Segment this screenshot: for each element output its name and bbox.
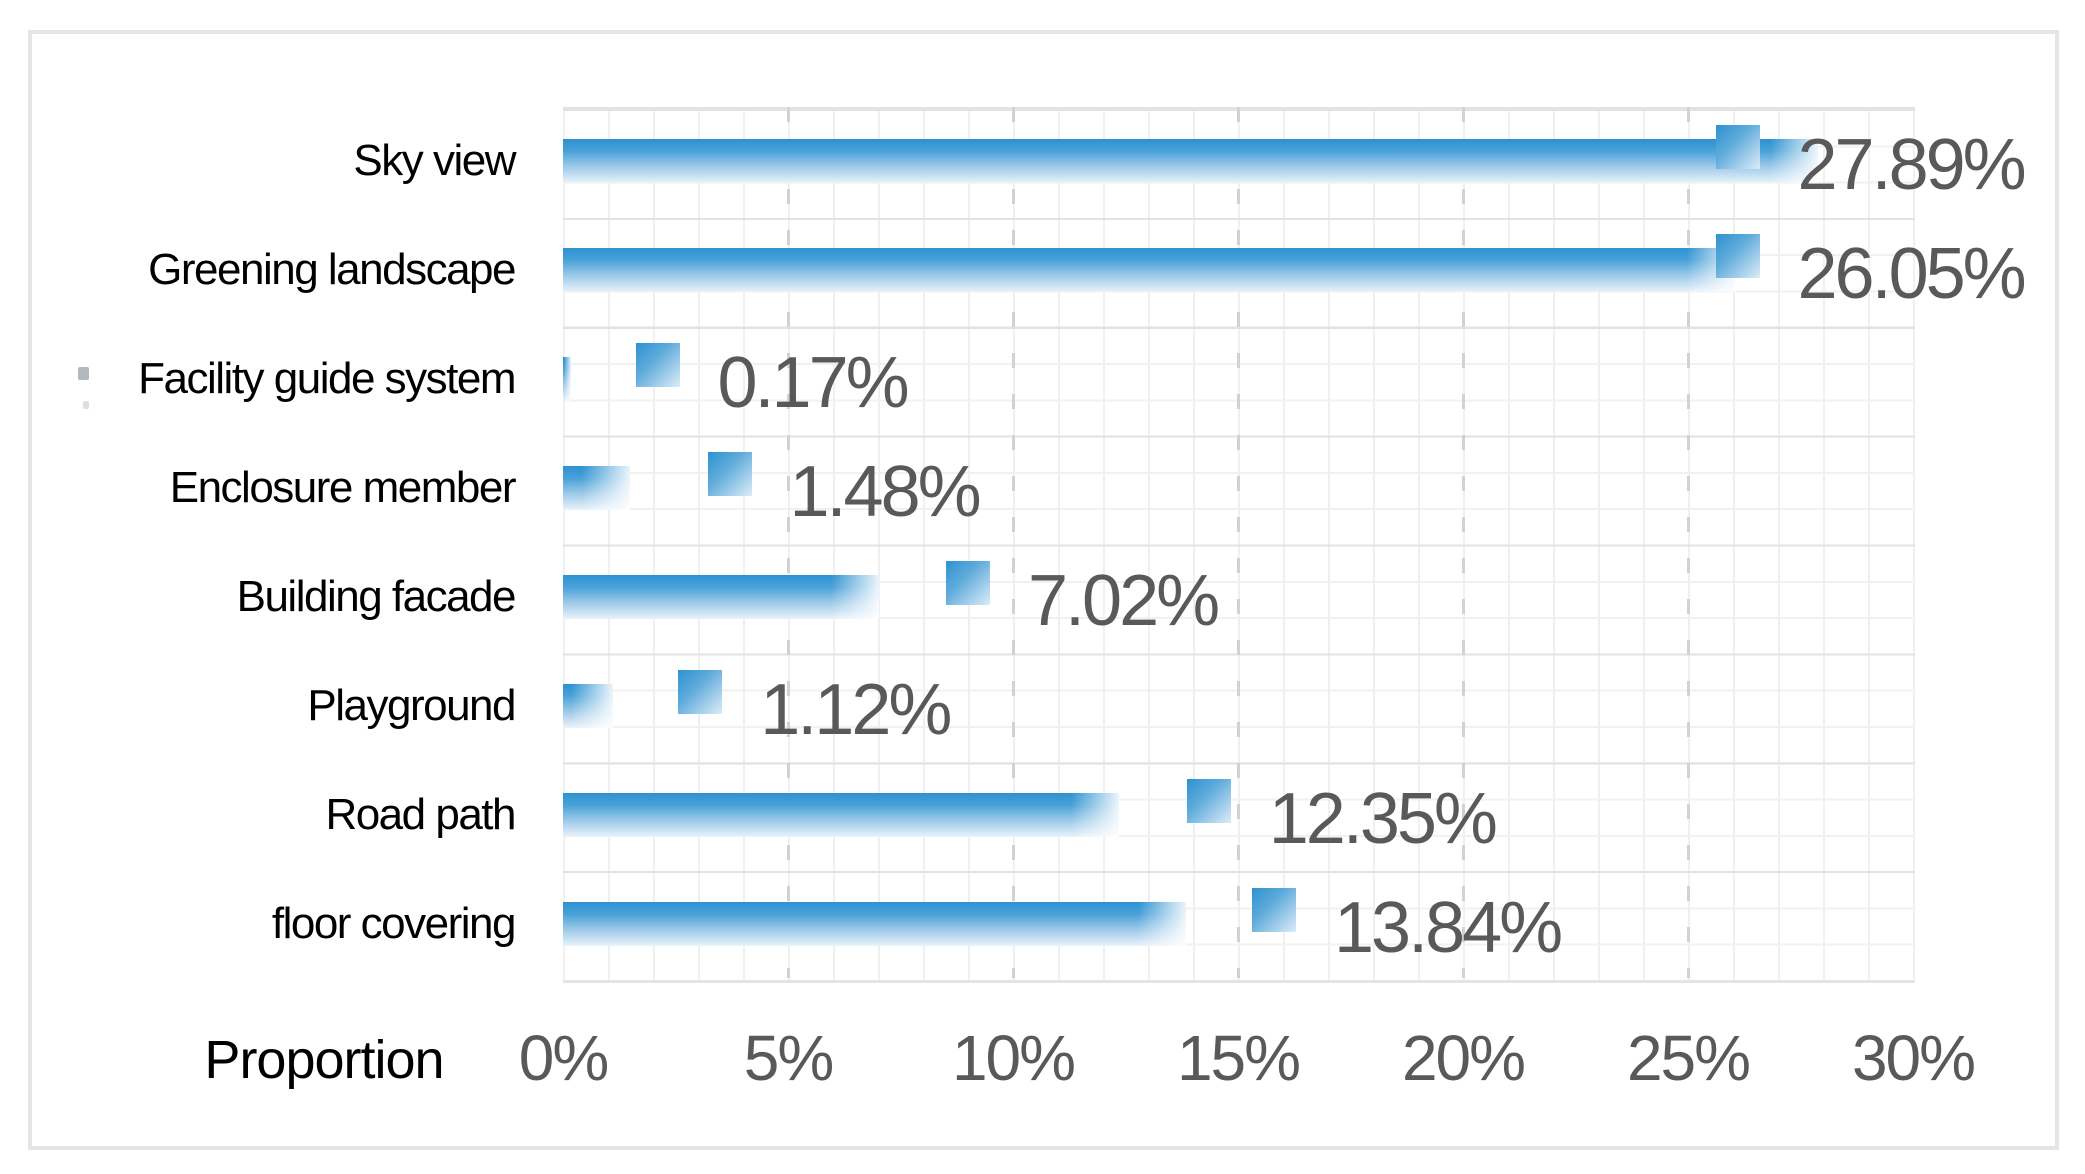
data-label: 26.05%	[1797, 234, 2027, 315]
x-tick-label: 15%	[1176, 1022, 1301, 1094]
category-label: Road path	[325, 789, 516, 839]
square-marker	[1715, 125, 1760, 170]
square-marker	[1715, 234, 1760, 279]
x-axis-title: Proportion	[204, 1030, 444, 1090]
square-marker	[707, 452, 752, 497]
square-marker	[678, 669, 723, 714]
x-tick-label: 10%	[951, 1022, 1076, 1094]
major-gridline	[787, 107, 790, 978]
stray-mark	[83, 401, 89, 409]
bar	[563, 792, 1119, 837]
bar	[563, 466, 630, 511]
major-gridline	[1687, 107, 1690, 978]
stray-mark	[78, 367, 89, 380]
bar	[563, 139, 1819, 184]
data-label: 1.12%	[760, 669, 952, 750]
x-tick-label: 5%	[743, 1022, 835, 1094]
bar	[563, 357, 571, 402]
category-label: Facility guide system	[138, 354, 516, 404]
category-label: Sky view	[353, 136, 516, 186]
x-tick-label: 0%	[518, 1022, 610, 1094]
square-marker	[1252, 887, 1296, 932]
data-label: 1.48%	[789, 452, 982, 533]
bar	[563, 683, 614, 728]
data-label: 0.17%	[717, 343, 910, 424]
major-gridline	[1012, 107, 1015, 978]
category-label: Greening landscape	[148, 245, 516, 295]
data-label: 7.02%	[1028, 560, 1220, 641]
major-gridline	[1237, 107, 1240, 978]
x-tick-label: 25%	[1626, 1022, 1751, 1094]
category-label: Enclosure member	[169, 463, 517, 513]
square-marker	[946, 560, 990, 605]
bar	[563, 901, 1186, 946]
x-tick-label: 30%	[1851, 1022, 1976, 1094]
category-label: Playground	[307, 680, 516, 730]
category-label: floor covering	[271, 898, 517, 948]
category-label: Building facade	[236, 571, 517, 621]
bar	[563, 248, 1736, 293]
bar	[563, 574, 879, 619]
square-marker	[1186, 778, 1231, 823]
data-label: 27.89%	[1797, 125, 2027, 206]
major-gridline	[1462, 107, 1465, 978]
square-marker	[635, 343, 680, 388]
x-tick-label: 20%	[1401, 1022, 1526, 1094]
data-label: 13.84%	[1334, 887, 1563, 968]
data-label: 12.35%	[1268, 778, 1498, 859]
